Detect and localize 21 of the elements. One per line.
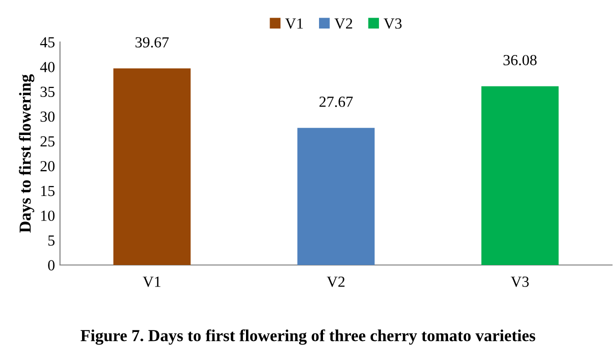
y-axis-title: Days to first flowering xyxy=(18,74,34,233)
data-label: 27.67 xyxy=(319,96,353,108)
x-tick-label: V1 xyxy=(142,276,160,287)
x-tick-label: V3 xyxy=(510,276,529,287)
data-label: 36.08 xyxy=(504,54,537,66)
y-tick-label: 35 xyxy=(40,86,55,98)
data-label: 39.67 xyxy=(136,37,169,48)
y-tick-label: 10 xyxy=(41,210,55,221)
y-tick-label: 0 xyxy=(48,260,55,270)
y-tick-label: 5 xyxy=(48,236,55,246)
legend-label: V3 xyxy=(384,18,402,29)
x-tick-label: V2 xyxy=(326,276,344,287)
y-tick-label: 25 xyxy=(40,136,55,147)
y-tick-label: 45 xyxy=(40,37,55,48)
y-tick-label: 15 xyxy=(41,186,55,196)
y-tick-label: 40 xyxy=(40,62,55,72)
legend-label: V1 xyxy=(285,18,303,29)
y-tick-label: 20 xyxy=(40,161,55,172)
legend-label: V2 xyxy=(334,18,352,29)
y-tick-label: 30 xyxy=(40,111,55,122)
text: Figure 7. Days to first flowering of three cherry tomato varieties xyxy=(80,329,536,345)
